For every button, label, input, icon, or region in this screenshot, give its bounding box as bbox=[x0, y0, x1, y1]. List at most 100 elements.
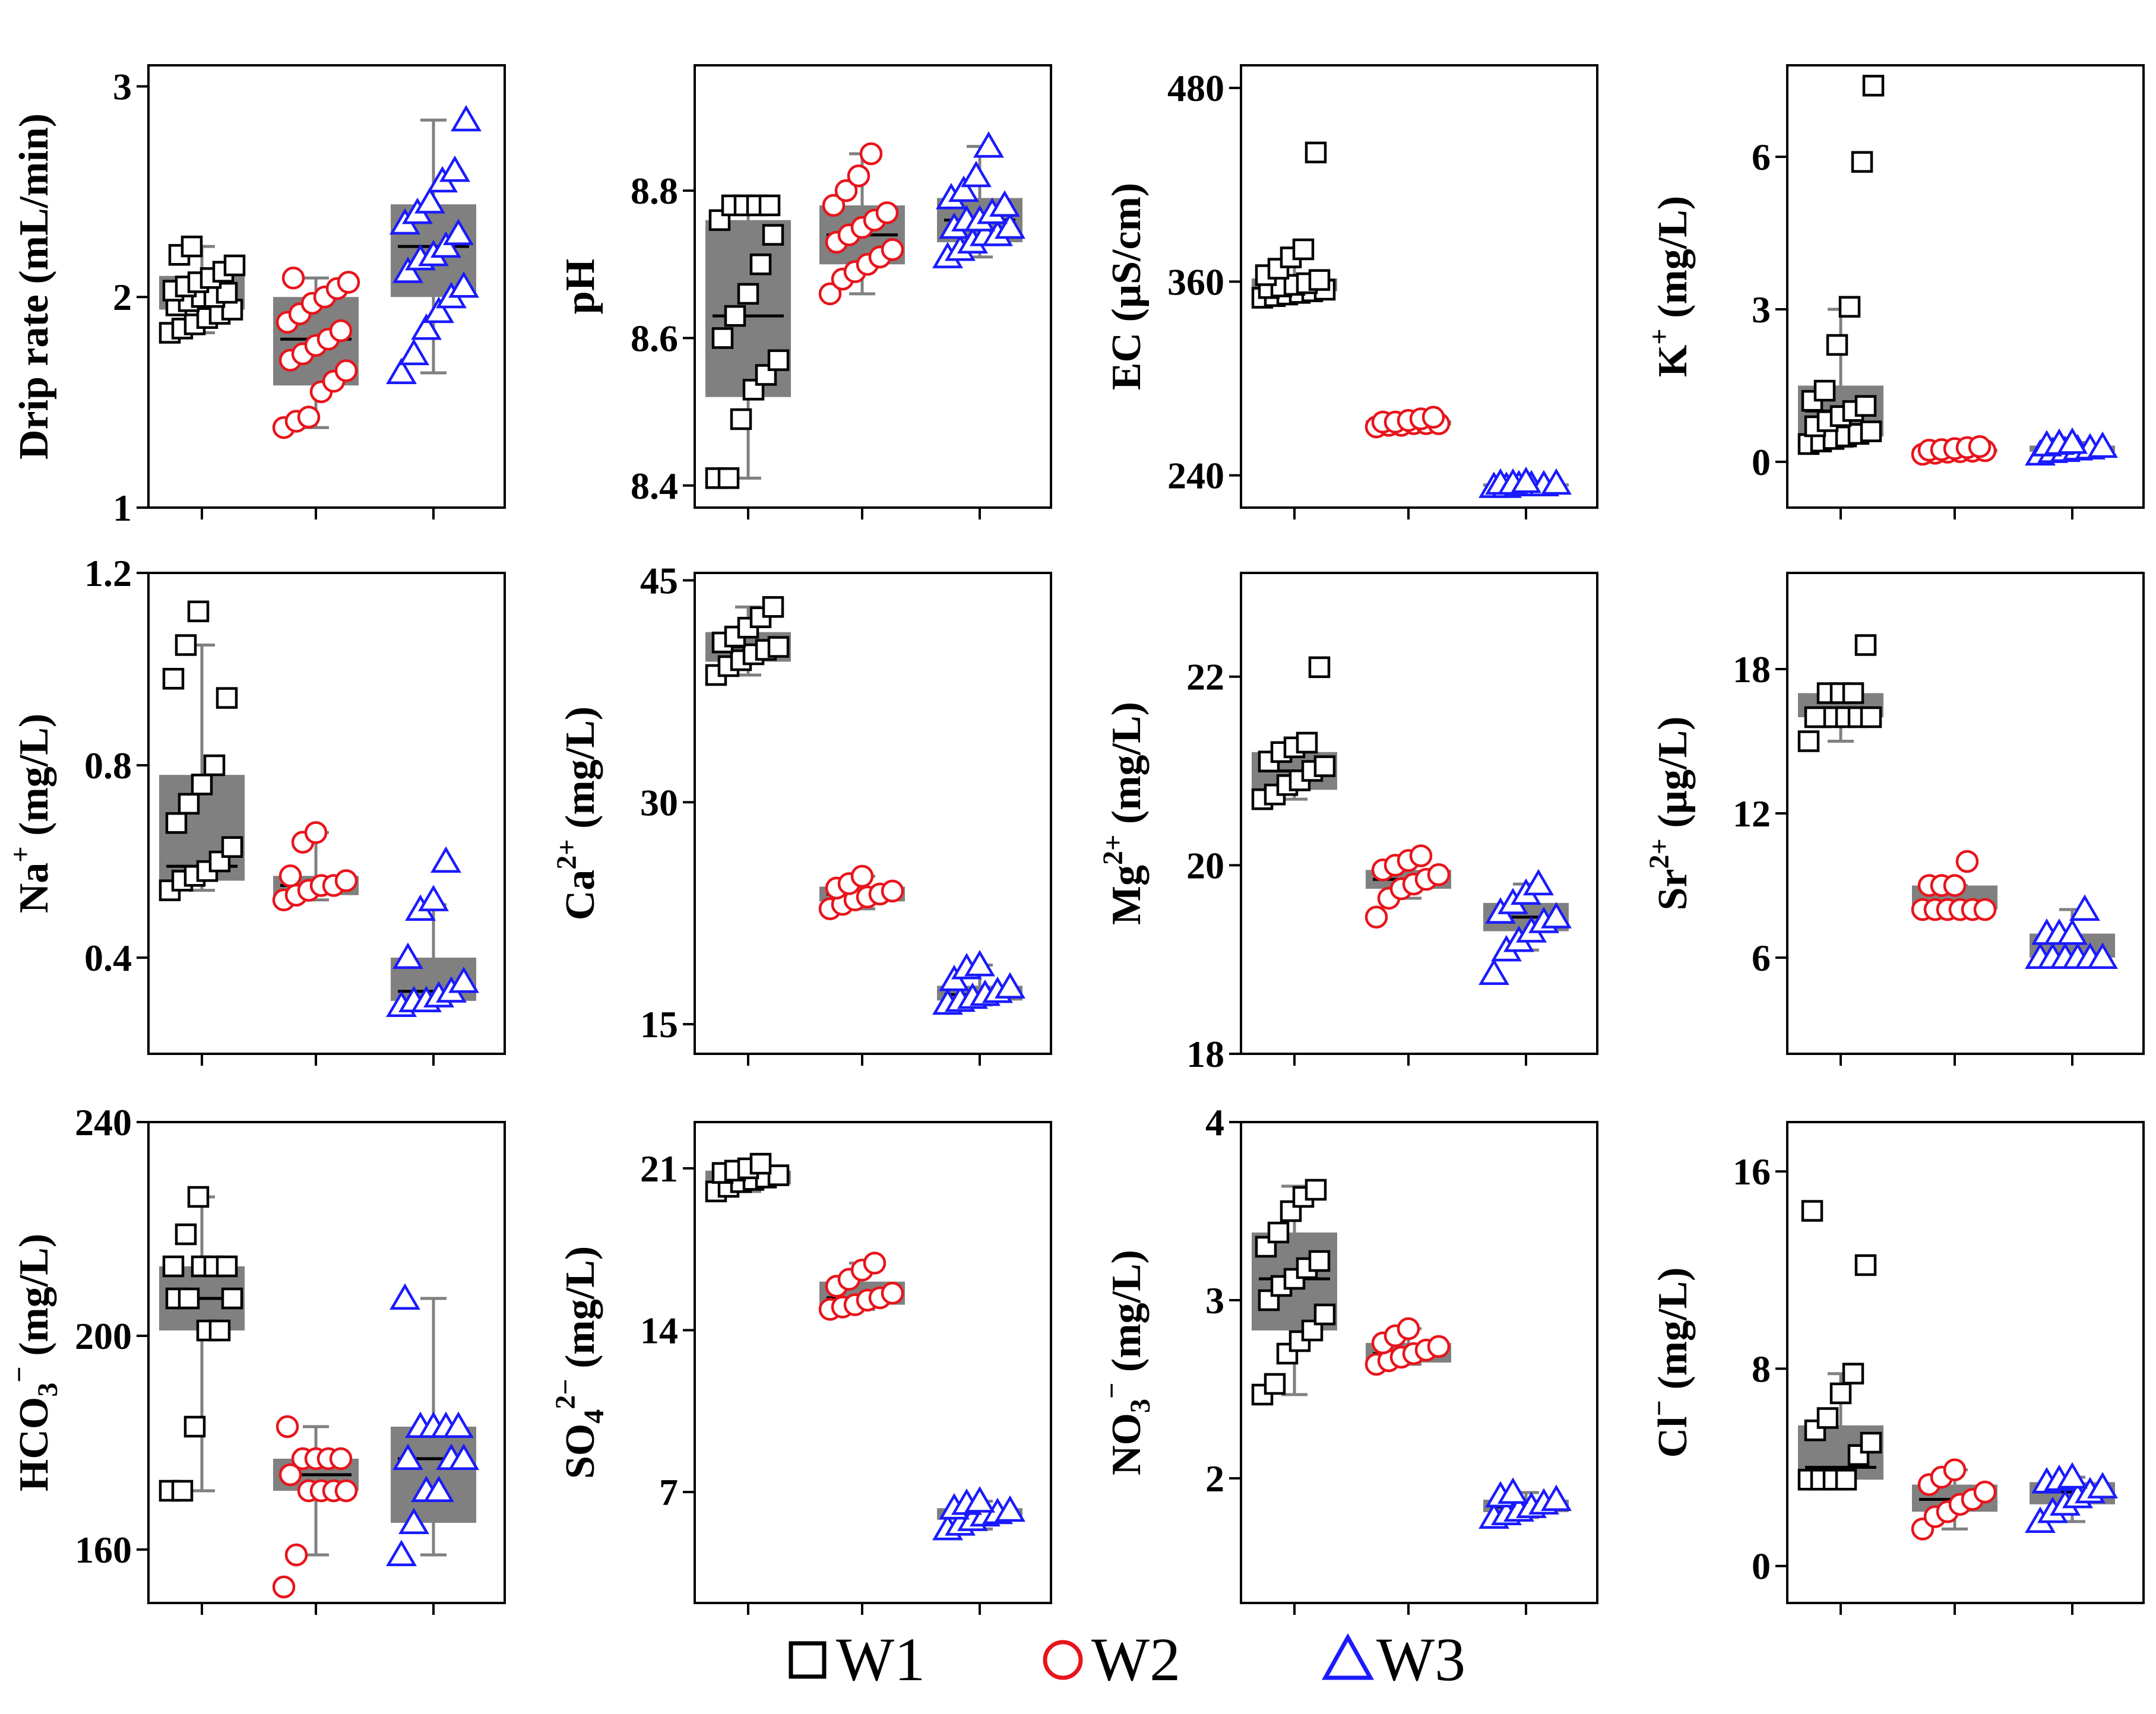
y-tick-label: 21 bbox=[640, 1148, 678, 1190]
w1-point bbox=[178, 793, 200, 815]
y-axis-label: pH bbox=[558, 259, 603, 314]
w1-point bbox=[203, 754, 226, 777]
w3-box bbox=[391, 1427, 476, 1523]
y-tick-label: 480 bbox=[1167, 67, 1224, 109]
w3-point bbox=[989, 190, 1020, 217]
w3-point bbox=[448, 967, 479, 993]
y-tick-label: 4 bbox=[1205, 1101, 1224, 1143]
w1-point bbox=[1292, 238, 1315, 261]
y-axis-label-superscript: 2+ bbox=[551, 839, 582, 869]
y-axis-label-subscript: 4 bbox=[578, 1409, 610, 1424]
w2-point bbox=[297, 405, 321, 429]
w1-point bbox=[1813, 379, 1836, 402]
w3-point bbox=[948, 175, 979, 202]
w1-point bbox=[1308, 1250, 1331, 1272]
y-axis-label-unit: (mg/L) bbox=[558, 706, 603, 839]
panel-12: 0 8 16 Cl− (mg/L) bbox=[1644, 1121, 2145, 1615]
w1-point bbox=[223, 254, 246, 277]
w1-point bbox=[183, 1415, 206, 1438]
y-axis-label-superscript: − bbox=[1096, 1383, 1128, 1399]
y-axis-label-main: Mg bbox=[1104, 865, 1150, 925]
w1-point bbox=[1860, 706, 1882, 728]
y-tick-label: 1 bbox=[113, 487, 132, 529]
w3-point bbox=[423, 296, 454, 324]
y-axis-label-main: Sr bbox=[1650, 869, 1696, 910]
w1-point bbox=[758, 194, 781, 217]
w2-point bbox=[278, 1463, 302, 1487]
w1-point bbox=[1296, 731, 1318, 754]
w2-point bbox=[1427, 1335, 1451, 1358]
w2-point bbox=[304, 821, 328, 844]
y-tick-label: 0 bbox=[1752, 441, 1771, 483]
w1-point bbox=[767, 349, 790, 371]
y-axis-label-main: Drip rate (mL/min) bbox=[11, 113, 57, 460]
y-axis-label-unit: (mg/L) bbox=[1104, 702, 1150, 835]
w1-point bbox=[1842, 682, 1864, 704]
y-axis-label-main: SO bbox=[558, 1424, 603, 1479]
w1-point bbox=[187, 600, 210, 623]
w1-point bbox=[1264, 1373, 1286, 1395]
panel-2: 8.4 8.6 8.8 pH bbox=[558, 64, 1052, 519]
w2-point bbox=[822, 194, 846, 217]
y-tick-label: 7 bbox=[659, 1471, 678, 1513]
y-tick-label: 1.2 bbox=[84, 552, 132, 594]
w2-point bbox=[1421, 405, 1445, 429]
y-tick-label: 8.6 bbox=[631, 317, 678, 359]
plot-frame bbox=[694, 1121, 1052, 1604]
legend-label: W1 bbox=[836, 1626, 925, 1694]
w3-point bbox=[1541, 468, 1572, 495]
w2-point bbox=[1968, 435, 1992, 458]
w1-point bbox=[191, 774, 213, 796]
w3-point bbox=[448, 271, 479, 298]
w2-point bbox=[272, 1575, 296, 1599]
w2-point bbox=[337, 271, 360, 294]
plot-frame bbox=[1786, 64, 2145, 509]
y-tick-label: 8 bbox=[1752, 1348, 1771, 1390]
w1-point bbox=[1267, 258, 1290, 280]
y-axis-label-unit: (mg/L) bbox=[1104, 1250, 1150, 1383]
w1-point bbox=[1860, 1431, 1882, 1454]
y-tick-label: 22 bbox=[1186, 656, 1224, 698]
w1-point bbox=[711, 327, 734, 349]
w1-point bbox=[749, 254, 772, 275]
w1-point bbox=[181, 235, 203, 258]
y-tick-label: 20 bbox=[1186, 844, 1224, 886]
panel-5: 0.4 0.8 1.2 Na+ (mg/L) bbox=[5, 552, 506, 1066]
w3-point bbox=[1523, 869, 1554, 896]
y-axis-label-superscript: 2+ bbox=[1644, 838, 1675, 869]
w1-point bbox=[1851, 151, 1873, 173]
w3-point bbox=[392, 256, 423, 283]
y-tick-label: 18 bbox=[1733, 648, 1771, 690]
plot-frame bbox=[1786, 1121, 2145, 1604]
y-tick-label: 0.4 bbox=[84, 937, 132, 979]
w2-point bbox=[834, 179, 858, 202]
w2-point bbox=[284, 1543, 308, 1567]
w2-point bbox=[863, 1252, 887, 1275]
w3-point bbox=[1541, 902, 1572, 929]
w1-point bbox=[1797, 730, 1820, 752]
y-tick-label: 12 bbox=[1733, 793, 1771, 835]
w1-point bbox=[175, 1223, 197, 1246]
y-tick-label: 6 bbox=[1752, 136, 1771, 178]
w2-point bbox=[329, 1447, 353, 1471]
y-tick-label: 3 bbox=[1752, 289, 1771, 331]
w3-point bbox=[418, 885, 449, 911]
w1-point bbox=[1816, 1407, 1839, 1429]
w3-point bbox=[1479, 958, 1509, 986]
legend-label: W3 bbox=[1376, 1626, 1465, 1694]
y-axis-label-subscript: 3 bbox=[32, 1383, 64, 1397]
plot-frame bbox=[1240, 572, 1598, 1055]
w3-point bbox=[430, 846, 461, 873]
y-axis-label: Na+ (mg/L) bbox=[5, 714, 57, 914]
w3-point bbox=[392, 942, 423, 970]
w3-point bbox=[398, 338, 429, 366]
w1-point bbox=[1305, 1178, 1327, 1201]
plot-frame bbox=[694, 572, 1052, 1055]
w3-point bbox=[995, 212, 1025, 239]
y-axis-label-subscript: 3 bbox=[1125, 1399, 1156, 1413]
plot-frame bbox=[694, 64, 1052, 509]
y-tick-label: 8.8 bbox=[631, 170, 678, 212]
w3-point bbox=[961, 160, 992, 188]
plot-frame bbox=[147, 572, 506, 1055]
